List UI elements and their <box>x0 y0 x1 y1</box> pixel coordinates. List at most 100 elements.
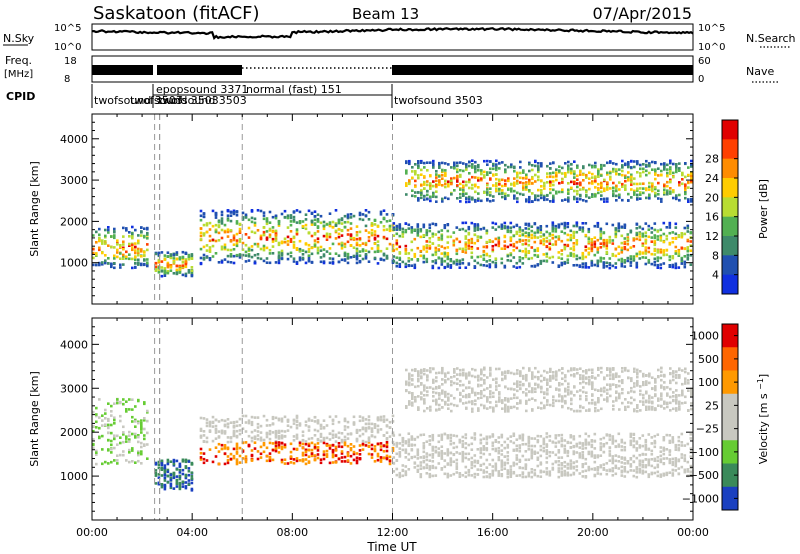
station-title: Saskatoon (fitACF) <box>93 3 260 24</box>
power-echo-band-0 <box>92 225 149 270</box>
power-echo-band-4 <box>405 159 693 204</box>
cpid-row: CPID twofsound 3503 twofsound 3503 epops… <box>6 83 483 108</box>
vel-ytick-0: 1000 <box>60 470 88 483</box>
freq-block-0 <box>92 65 153 75</box>
freq-block-1 <box>157 65 242 75</box>
power-ytick-2: 3000 <box>60 174 88 187</box>
power-ylabel: Slant Range [km] <box>28 161 41 257</box>
velocity-cbar-label-text: Velocity [m s <box>757 393 770 464</box>
vel-cbar-swatch-0 <box>722 324 738 348</box>
vel-echo-band-1 <box>154 458 194 492</box>
power-cbar-swatch-8 <box>722 274 738 295</box>
cpid-seg-3: twofsound 3503 <box>158 94 247 107</box>
vel-ytick-3: 4000 <box>60 338 88 351</box>
nave-tick-low: 0 <box>698 74 704 85</box>
velocity-panel: 1000 2000 3000 4000 00:00 04:00 08:00 12:00 16:… <box>28 317 770 554</box>
vel-cbar-tick-4: −25 <box>696 423 719 436</box>
time-xtick-1: 04:00 <box>176 526 208 539</box>
freq-panel: Freq. [MHz] 18 8 60 0 Nave <box>4 54 780 85</box>
time-xlabel: Time UT <box>366 540 417 554</box>
vel-cbar-swatch-6 <box>722 463 738 488</box>
freq-tick-high: 18 <box>64 56 77 67</box>
power-panel: 1000 2000 3000 4000 Slant Range [km] 4 8 12 16… <box>28 113 770 305</box>
power-cbar-swatch-3 <box>722 178 738 198</box>
vel-cbar-tick-3: 25 <box>705 399 719 412</box>
freq-trace <box>92 65 693 75</box>
nave-label: Nave <box>746 65 774 78</box>
power-cbar-swatch-7 <box>722 255 738 276</box>
power-cbar-tick-5: 24 <box>705 172 719 185</box>
power-echo-band-3 <box>392 221 693 270</box>
power-cbar-swatch-2 <box>722 158 738 179</box>
power-cbar-tick-1: 8 <box>712 249 719 262</box>
time-xtick-6: 00:00 <box>677 526 709 539</box>
velocity-echoes <box>92 366 693 492</box>
velocity-y-axis: 1000 2000 3000 4000 <box>60 317 693 521</box>
vel-cbar-tick-7: −1000 <box>682 492 719 505</box>
nsky-tick-low: 10^0 <box>54 42 81 53</box>
nsky-tick-high: 10^5 <box>54 23 81 34</box>
power-cbar-swatch-4 <box>722 197 738 218</box>
nsky-panel: N.Sky 10^5 10^0 10^5 10^0 N.Search <box>3 23 796 53</box>
beam-title: Beam 13 <box>352 5 419 23</box>
nsearch-label: N.Search <box>746 32 796 45</box>
nsearch-tick-high: 10^5 <box>698 23 725 34</box>
cpid-seg-4: normal (fast) 151 <box>246 83 342 96</box>
vel-cbar-swatch-7 <box>722 486 738 511</box>
time-xtick-4: 16:00 <box>477 526 509 539</box>
time-xtick-5: 20:00 <box>577 526 609 539</box>
vel-cbar-swatch-1 <box>722 347 738 371</box>
power-y-axis: 1000 2000 3000 4000 <box>60 113 693 305</box>
power-ytick-0: 1000 <box>60 257 88 270</box>
power-colorbar: 4 8 12 16 20 24 28 <box>705 119 739 295</box>
vel-cbar-swatch-3 <box>722 393 738 418</box>
cpid-seg-1: twofsound 3503 <box>130 94 219 107</box>
cpid-seg-0: twofsound 3503 <box>94 94 183 107</box>
vel-cbar-swatch-2 <box>722 370 738 395</box>
velocity-cbar-label: Velocity [m s −1] <box>756 374 770 464</box>
vel-echo-band-4 <box>405 366 693 413</box>
nsky-label: N.Sky <box>3 32 35 45</box>
vel-echo-band-3 <box>392 432 693 479</box>
velocity-ylabel: Slant Range [km] <box>28 371 41 467</box>
time-xtick-2: 08:00 <box>276 526 308 539</box>
power-echo-band-1 <box>154 250 194 278</box>
power-cbar-tick-2: 12 <box>705 230 719 243</box>
power-cbar-label: Power [dB] <box>757 179 770 239</box>
time-x-axis: 00:00 04:00 08:00 12:00 16:00 20:00 00:00 <box>76 318 709 539</box>
power-echoes <box>92 159 693 278</box>
freq-tick-low: 8 <box>64 74 70 85</box>
power-cbar-swatch-5 <box>722 216 738 237</box>
power-ytick-3: 4000 <box>60 133 88 146</box>
velocity-colorbar: 1000 500 100 25 −25 −100 −500 −1000 <box>682 323 739 511</box>
vel-ytick-1: 2000 <box>60 426 88 439</box>
nave-tick-high: 60 <box>698 56 711 67</box>
date-title: 07/Apr/2015 <box>592 4 692 23</box>
cpid-label: CPID <box>6 90 35 103</box>
nsearch-tick-low: 10^0 <box>698 42 725 53</box>
cpid-seg-2: epopsound 3371 <box>156 83 248 96</box>
power-echo-band-2 <box>199 209 395 266</box>
vel-echo-band-2 <box>199 414 395 466</box>
vel-cbar-tick-5: −100 <box>689 446 719 459</box>
power-cbar-swatch-6 <box>722 236 738 256</box>
power-cbar-tick-0: 4 <box>712 269 719 282</box>
time-xtick-3: 12:00 <box>377 526 409 539</box>
vel-cbar-tick-2: 100 <box>698 376 719 389</box>
power-cbar-tick-6: 28 <box>705 153 719 166</box>
power-ytick-1: 2000 <box>60 215 88 228</box>
power-cbar-tick-3: 16 <box>705 211 719 224</box>
power-cbar-tick-4: 20 <box>705 191 719 204</box>
vel-cbar-tick-6: −500 <box>689 469 719 482</box>
vel-echo-band-0 <box>92 397 149 466</box>
vel-cbar-swatch-4 <box>722 417 738 441</box>
freq-block-2 <box>392 65 693 75</box>
time-xtick-0: 00:00 <box>76 526 108 539</box>
vel-cbar-swatch-5 <box>722 440 738 464</box>
power-cbar-swatch-0 <box>722 120 738 140</box>
vel-ytick-2: 3000 <box>60 382 88 395</box>
vel-cbar-tick-0: 1000 <box>691 330 719 343</box>
freq-label: Freq. <box>5 54 32 67</box>
vel-cbar-tick-1: 500 <box>698 353 719 366</box>
